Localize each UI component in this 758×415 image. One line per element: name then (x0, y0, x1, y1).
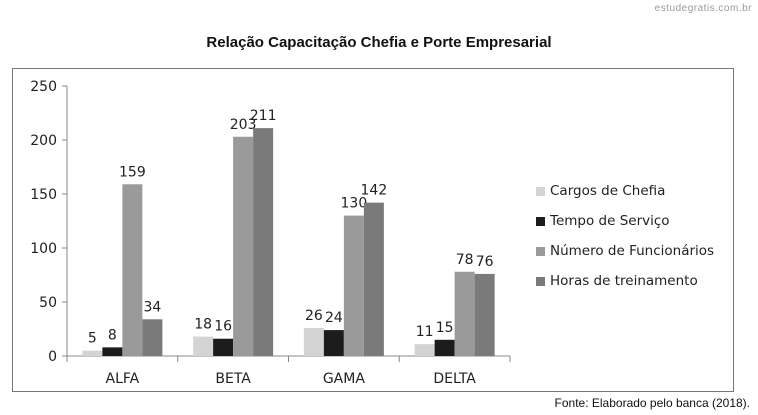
source-note: Fonte: Elaborado pelo banca (2018). (554, 396, 750, 410)
data-label: 18 (194, 317, 212, 333)
bar (414, 344, 435, 356)
chart-frame (12, 68, 734, 392)
data-label: 24 (325, 310, 343, 326)
legend-label: Número de Funcionários (550, 243, 715, 259)
y-tick-label: 250 (30, 79, 57, 95)
y-tick-label: 200 (30, 133, 57, 149)
bar (122, 184, 143, 356)
data-label: 8 (108, 327, 117, 343)
y-tick-label: 100 (30, 241, 57, 257)
y-tick-label: 150 (30, 187, 57, 203)
data-label: 78 (456, 252, 474, 268)
data-label: 15 (436, 320, 454, 336)
bar (253, 128, 274, 356)
bar (474, 273, 495, 356)
data-label: 16 (214, 319, 232, 335)
bar (323, 330, 344, 356)
bar (343, 215, 364, 356)
bar (303, 327, 324, 356)
x-tick-label: GAMA (323, 371, 366, 387)
x-tick-label: BETA (215, 371, 251, 387)
bar (102, 347, 123, 356)
bar (454, 271, 475, 356)
legend-label: Horas de treinamento (550, 273, 698, 289)
legend-item: Horas de treinamento (536, 266, 714, 296)
data-label: 130 (341, 196, 368, 212)
x-tick-label: DELTA (433, 371, 476, 387)
chart-legend: Cargos de Chefia Tempo de Serviço Número d… (536, 176, 714, 296)
data-label: 34 (143, 299, 161, 315)
bar (213, 338, 234, 356)
watermark: estudegratis.com.br (654, 3, 752, 14)
legend-label: Tempo de Serviço (550, 213, 670, 229)
data-label: 142 (361, 183, 388, 199)
data-label: 159 (119, 164, 146, 180)
data-label: 203 (230, 117, 257, 133)
legend-swatch (536, 186, 545, 196)
chart-title: Relação Capacitação Chefia e Porte Empre… (206, 34, 552, 51)
legend-swatch (536, 246, 545, 256)
bar (233, 136, 254, 356)
x-tick-label: ALFA (106, 371, 140, 387)
bar (363, 202, 384, 356)
legend-item: Número de Funcionários (536, 236, 714, 266)
bar (193, 336, 214, 356)
y-tick-label: 50 (39, 295, 57, 311)
bar (142, 319, 163, 356)
bar (434, 339, 455, 356)
data-label: 5 (88, 331, 97, 347)
data-label: 26 (305, 308, 323, 324)
data-label: 11 (416, 324, 434, 340)
legend-item: Tempo de Serviço (536, 206, 714, 236)
legend-swatch (536, 276, 545, 286)
data-label: 211 (250, 108, 277, 124)
legend-swatch (536, 216, 545, 226)
bar (82, 350, 103, 356)
legend-label: Cargos de Chefia (550, 183, 666, 199)
legend-item: Cargos de Chefia (536, 176, 714, 206)
data-label: 76 (476, 254, 494, 270)
y-tick-label: 0 (48, 349, 57, 365)
